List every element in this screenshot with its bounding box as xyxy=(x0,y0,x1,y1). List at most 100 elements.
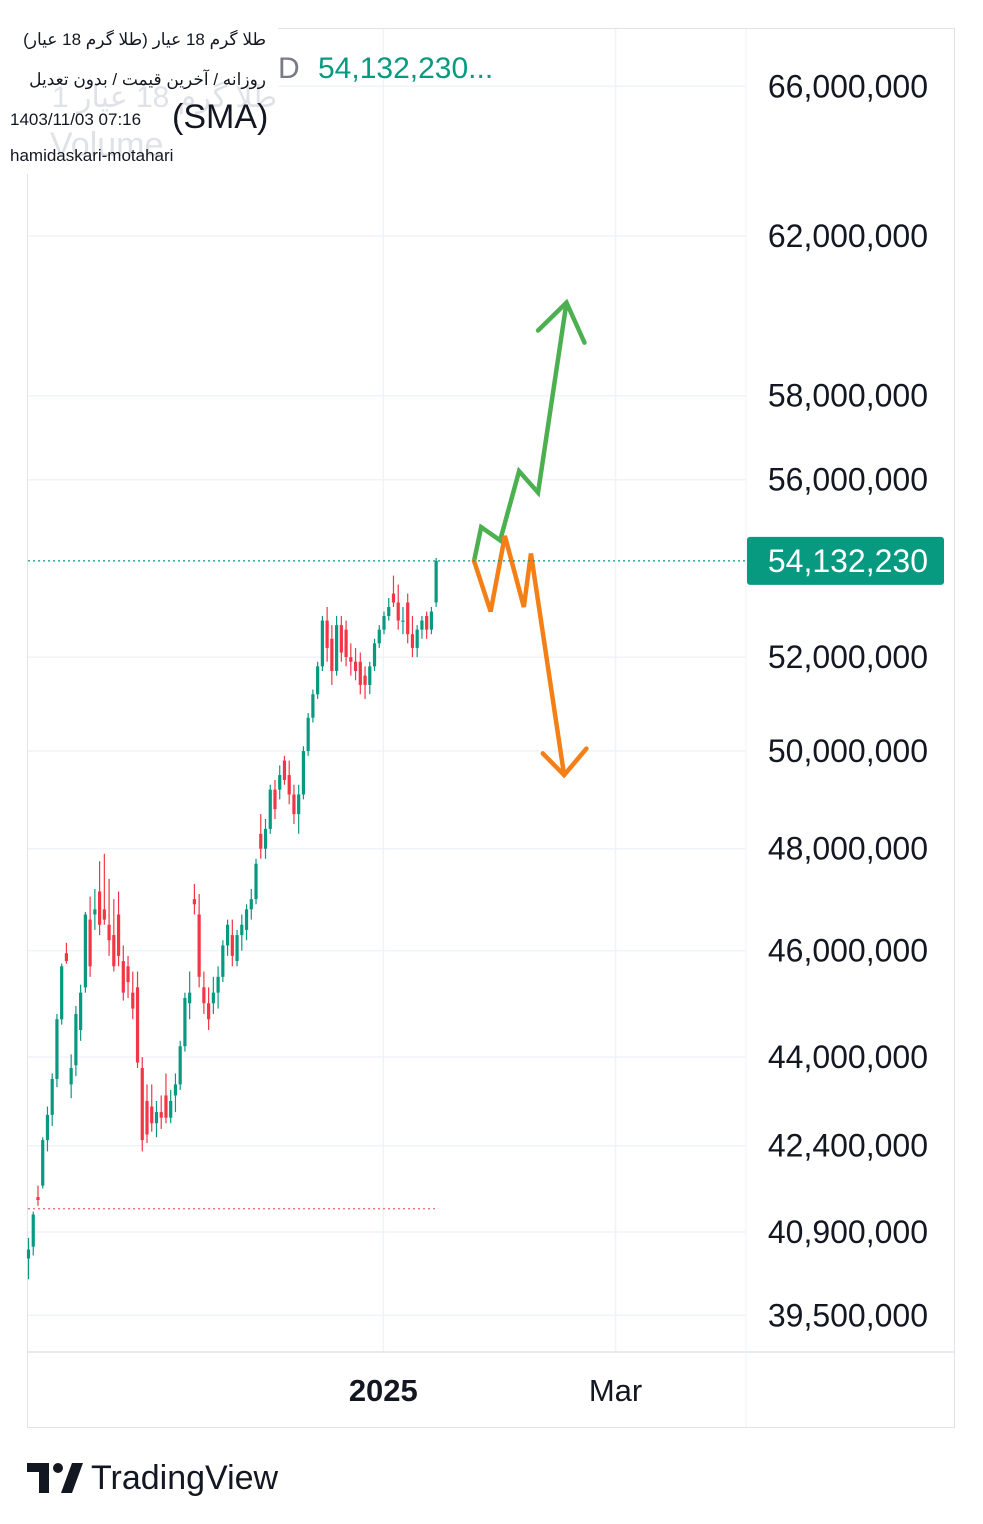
price-axis-label: 52,000,000 xyxy=(768,639,928,675)
candle-body xyxy=(363,675,367,685)
candle-body xyxy=(249,899,253,910)
bearish-arrow-head xyxy=(540,746,589,779)
tradingview-logo[interactable]: TradingView xyxy=(27,1458,278,1498)
symbol-title: طلا گرم 18 عیار (طلا گرم 18 عیار) xyxy=(23,30,266,49)
time-axis-label: Mar xyxy=(589,1373,642,1408)
candle-body xyxy=(420,620,424,630)
chart-datetime: 1403/11/03 07:16 xyxy=(10,110,142,129)
bearish-scenario-path xyxy=(471,535,567,778)
price-axis-label: 62,000,000 xyxy=(768,218,928,254)
candle-body xyxy=(410,634,415,648)
candle-body xyxy=(301,751,306,795)
candle-body xyxy=(69,1067,73,1085)
candle-body xyxy=(50,1078,54,1115)
price-axis[interactable]: 39,500,000 40,900,000 42,400,000 44,000,000… xyxy=(747,68,944,1333)
candle-body xyxy=(36,1197,40,1200)
candle-body xyxy=(406,602,410,635)
candle-body xyxy=(306,717,310,752)
candle-body xyxy=(31,1214,35,1247)
candle-body xyxy=(339,625,343,653)
candle-body xyxy=(197,914,201,977)
candle-body xyxy=(372,643,377,667)
candle-body xyxy=(320,620,324,667)
candle-body xyxy=(102,909,106,920)
candle-body xyxy=(425,616,429,630)
chart-author: hamidaskari-motahari xyxy=(10,146,174,165)
candle-body xyxy=(287,775,291,795)
candle-body xyxy=(401,620,405,622)
candle-body xyxy=(292,794,296,815)
candle-body xyxy=(173,1084,178,1096)
candle-body xyxy=(368,666,372,685)
candle-body xyxy=(396,602,400,621)
header-last-price: 54,132,230... xyxy=(318,52,494,85)
candle-body xyxy=(83,914,87,988)
candle-body xyxy=(145,1100,149,1135)
price-axis-label: 56,000,000 xyxy=(768,462,928,498)
candle-body xyxy=(344,629,348,658)
bullish-scenario-path xyxy=(471,300,569,564)
candle-body xyxy=(188,992,192,1004)
candle-body xyxy=(235,935,239,962)
candle-body xyxy=(254,863,258,900)
candle-body xyxy=(107,924,111,941)
candle-body xyxy=(434,560,438,603)
candle-body xyxy=(391,593,396,603)
candle-body xyxy=(131,992,135,1009)
candle-body xyxy=(377,629,381,644)
candle-body xyxy=(415,629,419,648)
candle-body xyxy=(140,1067,144,1141)
candle-body xyxy=(221,945,225,977)
candle-body xyxy=(311,694,315,718)
candle-body xyxy=(135,987,140,1063)
price-axis-label: 58,000,000 xyxy=(768,378,928,414)
candle-body xyxy=(353,661,358,671)
candle-body xyxy=(325,620,329,648)
tradingview-logo-icon xyxy=(27,1463,83,1493)
candle-body xyxy=(45,1114,50,1141)
scenario-paths xyxy=(471,298,589,779)
tradingview-wordmark: TradingView xyxy=(91,1458,279,1497)
price-axis-label: 42,400,000 xyxy=(768,1128,928,1164)
ghost-symbol-title: طلا گرم 18 عیار 1 xyxy=(52,81,278,114)
candle-body xyxy=(41,1140,45,1186)
candle-body xyxy=(387,607,391,617)
candle-body xyxy=(74,1013,78,1066)
candle-body xyxy=(273,789,277,810)
candle-body xyxy=(116,914,121,956)
candle-body xyxy=(358,661,362,685)
candle-body xyxy=(278,775,282,790)
time-axis-label: 2025 xyxy=(349,1373,418,1408)
candles xyxy=(26,557,438,1280)
chart-subtitle: روزانه / آخرین قیمت / بدون تعدیل xyxy=(29,70,266,89)
candle-body xyxy=(382,616,386,630)
candle-body xyxy=(159,1112,163,1118)
candle-body xyxy=(297,794,301,815)
candle-body xyxy=(64,953,69,962)
price-axis-label: 46,000,000 xyxy=(768,933,928,969)
candle-body xyxy=(93,909,97,915)
candle-body xyxy=(316,666,320,695)
last-price-tag-label: 54,132,230 xyxy=(768,543,928,579)
volume-ma-label: (SMA) xyxy=(172,98,269,136)
last-price-tag xyxy=(747,536,944,585)
price-axis-label: 39,500,000 xyxy=(768,1297,928,1333)
ghost-interval-label: D xyxy=(278,52,300,85)
ghost-volume-label: Volume xyxy=(50,126,164,164)
price-axis-label: 48,000,000 xyxy=(768,831,928,867)
candle-body xyxy=(154,1112,159,1124)
candle-body xyxy=(282,760,287,780)
candle-body xyxy=(335,625,339,671)
candle-body xyxy=(126,966,130,983)
candle-body xyxy=(150,1106,154,1124)
candle-body xyxy=(240,924,244,936)
time-axis[interactable]: 2025 Mar xyxy=(349,1373,642,1408)
candle-body xyxy=(216,976,220,993)
candle-body xyxy=(112,935,116,967)
candle-body xyxy=(169,1100,173,1118)
candle-body xyxy=(55,1019,59,1079)
candle-body xyxy=(259,833,263,849)
candle-body xyxy=(79,992,83,1031)
candle-body xyxy=(192,899,196,905)
